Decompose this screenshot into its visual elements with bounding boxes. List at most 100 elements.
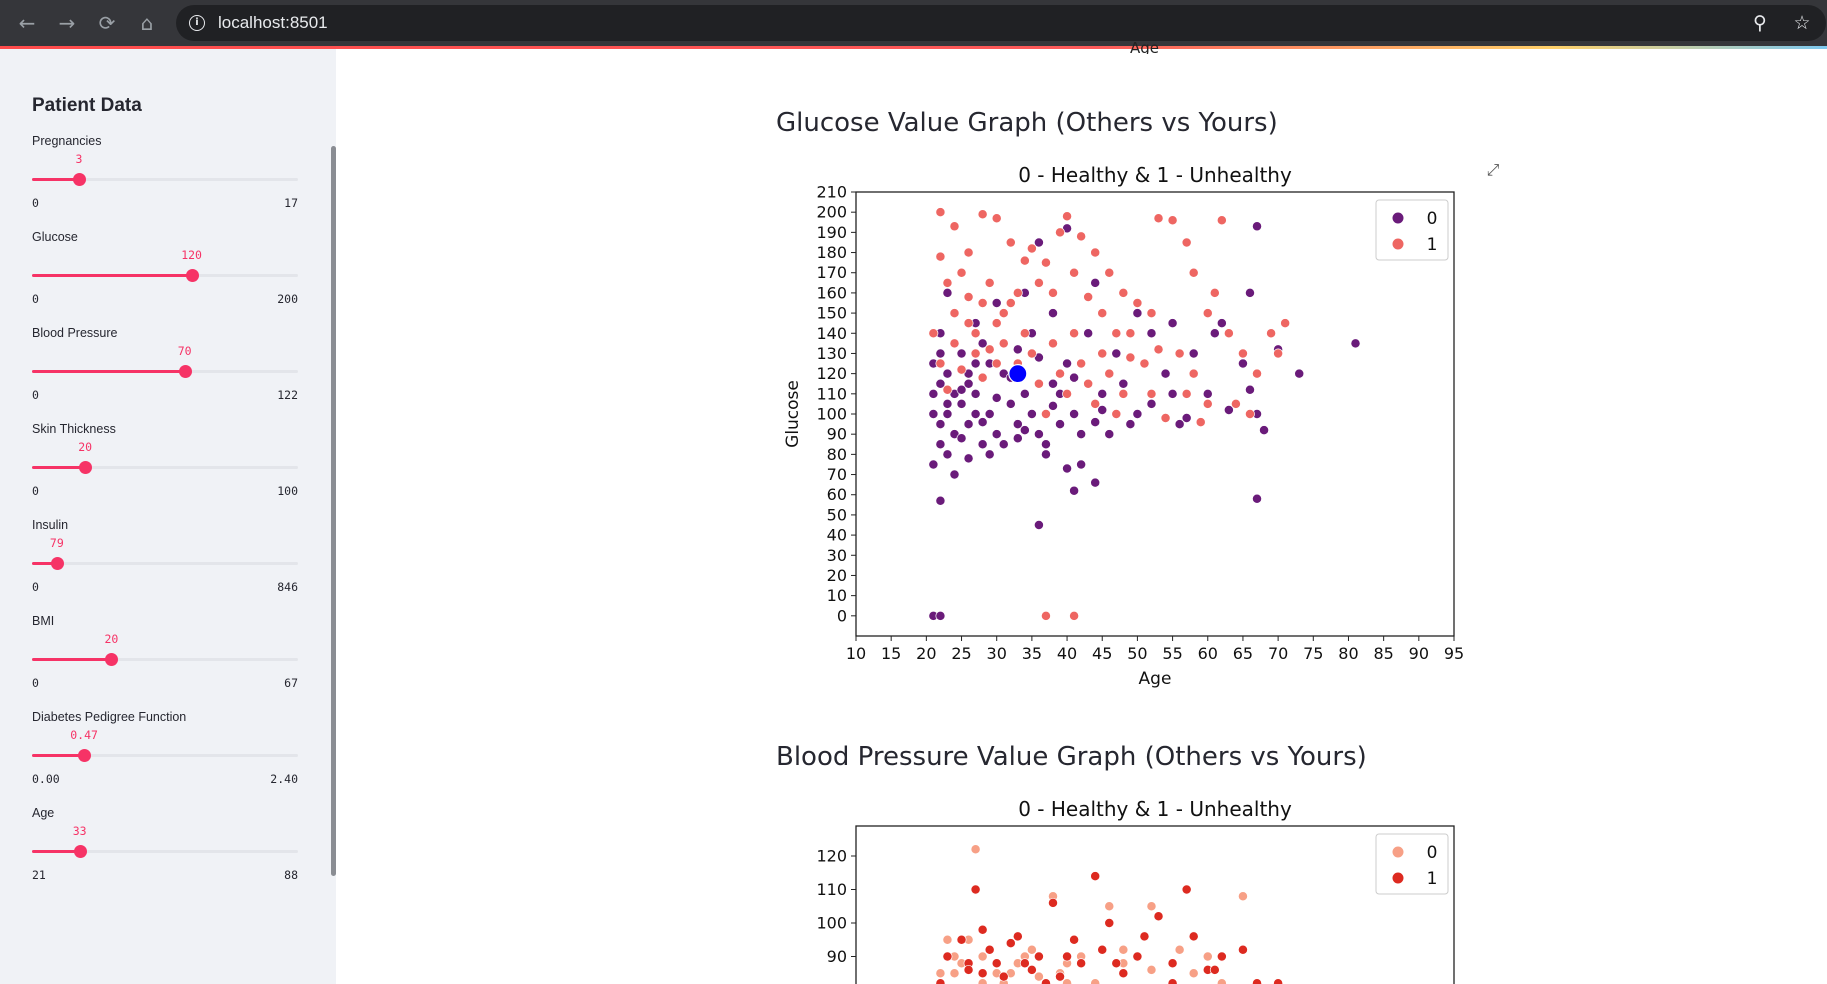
info-icon[interactable]: i — [189, 15, 205, 31]
address-bar[interactable]: i localhost:8501 ⚲ ☆ — [176, 5, 1826, 41]
data-point — [1188, 931, 1199, 942]
slider-blood-pressure[interactable]: Blood Pressure 70 0 122 — [32, 326, 298, 406]
slider-thumb[interactable] — [105, 653, 119, 666]
slider-thumb[interactable] — [72, 173, 86, 186]
data-point — [991, 958, 1002, 969]
legend-marker — [1391, 237, 1405, 251]
slider-insulin[interactable]: Insulin 79 0 846 — [32, 518, 298, 598]
slider-min: 0 — [32, 676, 39, 690]
slider-thumb[interactable] — [78, 749, 92, 762]
slider-track[interactable] — [32, 749, 298, 762]
slider-track[interactable] — [32, 173, 298, 186]
data-point — [1026, 348, 1037, 359]
slider-value: 20 — [104, 632, 119, 646]
slider-skin-thickness[interactable]: Skin Thickness 20 0 100 — [32, 422, 298, 502]
sidebar-title: Patient Data — [32, 95, 142, 116]
data-point — [998, 971, 1009, 982]
data-point — [949, 968, 960, 979]
data-point — [1139, 931, 1150, 942]
data-point — [1252, 368, 1262, 379]
data-point — [1055, 227, 1065, 238]
slider-track[interactable] — [32, 365, 298, 378]
data-point — [1097, 348, 1108, 359]
slider-thumb[interactable] — [50, 557, 64, 570]
slider-fill — [32, 274, 192, 277]
data-point — [1216, 951, 1227, 962]
data-point — [1005, 938, 1016, 949]
data-point — [1188, 368, 1199, 379]
data-point — [1252, 221, 1262, 232]
data-point — [1132, 409, 1143, 419]
legend-marker — [1391, 845, 1405, 859]
zoom-icon[interactable]: ⚲ — [1753, 12, 1767, 34]
slider-age[interactable]: Age 33 21 88 — [32, 806, 298, 886]
slider-thumb[interactable] — [79, 461, 93, 474]
data-point — [942, 277, 953, 288]
slider-thumb[interactable] — [73, 845, 87, 858]
data-point — [977, 417, 988, 428]
y-tick-label: 110 — [816, 880, 847, 899]
slider-thumb[interactable] — [178, 365, 192, 378]
slider-bmi[interactable]: BMI 20 0 67 — [32, 614, 298, 694]
data-point — [1041, 978, 1051, 984]
slider-pregnancies[interactable]: Pregnancies 3 0 17 — [32, 134, 298, 214]
x-tick-label: 10 — [846, 644, 866, 663]
data-point — [970, 358, 981, 369]
data-point — [1062, 978, 1073, 984]
slider-label: Pregnancies — [32, 134, 102, 148]
y-tick-label: 30 — [827, 546, 847, 565]
data-point — [977, 209, 988, 220]
data-point — [1167, 978, 1178, 984]
fullscreen-icon[interactable]: ⤢ — [1486, 160, 1500, 179]
slider-value: 33 — [72, 824, 87, 838]
slider-label: Blood Pressure — [32, 326, 118, 340]
y-tick-label: 200 — [816, 203, 847, 222]
data-point — [1153, 344, 1164, 355]
sidebar-scrollbar[interactable] — [331, 146, 336, 876]
data-point — [1019, 255, 1030, 266]
slider-track[interactable] — [32, 845, 298, 858]
data-point — [1125, 328, 1136, 339]
data-point — [1350, 338, 1361, 349]
slider-track[interactable] — [32, 461, 298, 474]
url-text[interactable]: localhost:8501 — [218, 13, 328, 32]
data-point — [1181, 388, 1192, 399]
slider-track[interactable] — [32, 557, 298, 570]
slider-value: 20 — [78, 440, 93, 454]
data-point — [1202, 308, 1213, 319]
data-point — [928, 409, 939, 419]
reload-icon[interactable]: ⟳ — [98, 11, 116, 35]
data-point — [1104, 368, 1115, 379]
slider-glucose[interactable]: Glucose 120 0 200 — [32, 230, 298, 310]
slider-value: 0.47 — [70, 728, 98, 742]
slider-min: 21 — [32, 868, 46, 882]
slider-diabetes-pedigree-function[interactable]: Diabetes Pedigree Function 0.47 0.00 2.40 — [32, 710, 298, 790]
y-tick-label: 80 — [827, 981, 847, 984]
slider-min: 0 — [32, 388, 39, 402]
back-icon[interactable]: ← — [18, 11, 36, 35]
data-point — [956, 433, 967, 444]
slider-max: 17 — [284, 196, 298, 210]
slider-thumb[interactable] — [185, 269, 199, 282]
forward-icon[interactable]: → — [58, 11, 76, 35]
data-point — [949, 308, 960, 319]
data-point — [1090, 417, 1101, 428]
data-point — [1202, 951, 1213, 962]
data-point — [1041, 439, 1051, 450]
data-point — [1146, 901, 1157, 912]
data-point — [1076, 459, 1087, 470]
data-point — [984, 277, 995, 288]
slider-max: 2.40 — [270, 772, 298, 786]
home-icon[interactable]: ⌂ — [140, 11, 154, 35]
data-point — [1237, 348, 1248, 359]
slider-fill — [32, 754, 85, 757]
star-icon[interactable]: ☆ — [1793, 12, 1811, 34]
slider-min: 0 — [32, 580, 39, 594]
slider-track[interactable] — [32, 653, 298, 666]
slider-track[interactable] — [32, 269, 298, 282]
data-point — [1041, 409, 1051, 419]
data-point — [1146, 388, 1157, 399]
data-point — [1146, 308, 1157, 319]
data-point — [1090, 398, 1101, 409]
data-point — [977, 924, 988, 935]
